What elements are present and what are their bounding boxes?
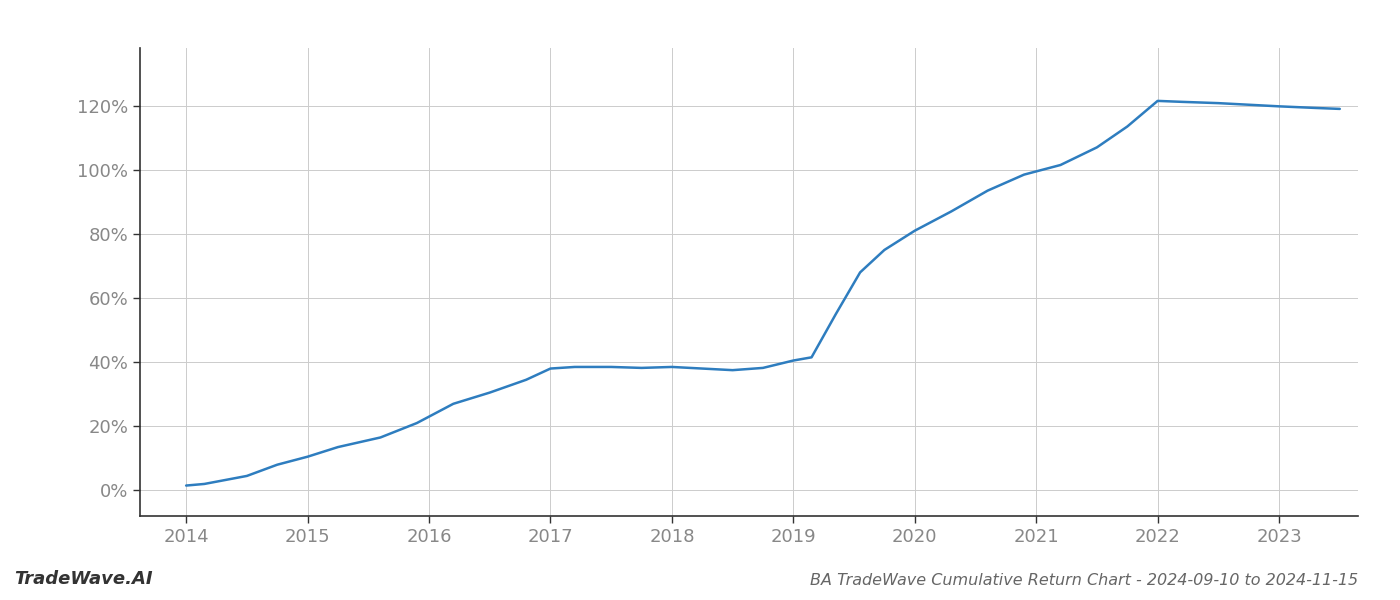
Text: TradeWave.AI: TradeWave.AI: [14, 570, 153, 588]
Text: BA TradeWave Cumulative Return Chart - 2024-09-10 to 2024-11-15: BA TradeWave Cumulative Return Chart - 2…: [809, 573, 1358, 588]
